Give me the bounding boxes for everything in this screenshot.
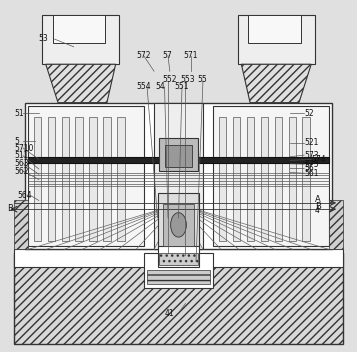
Polygon shape <box>46 64 116 103</box>
Text: 53: 53 <box>39 33 49 43</box>
Bar <box>34 117 41 241</box>
Text: B: B <box>315 202 321 211</box>
Text: 551: 551 <box>174 82 189 92</box>
Bar <box>159 138 198 171</box>
Text: 5: 5 <box>14 137 19 146</box>
Bar <box>157 194 200 249</box>
Text: 55: 55 <box>198 75 207 84</box>
Bar <box>238 15 315 64</box>
Text: 571: 571 <box>184 51 198 60</box>
Bar <box>165 145 192 167</box>
Bar <box>25 103 332 249</box>
Bar <box>28 106 144 246</box>
Text: 52: 52 <box>304 109 314 118</box>
Bar <box>218 117 226 241</box>
Bar <box>61 117 69 241</box>
Text: 561: 561 <box>304 169 319 178</box>
Text: 554: 554 <box>137 82 151 92</box>
Bar <box>144 253 213 288</box>
Text: 4: 4 <box>315 206 320 215</box>
Text: 573: 573 <box>304 151 319 159</box>
Text: 56: 56 <box>304 164 314 173</box>
Bar <box>275 117 282 241</box>
Bar <box>53 15 105 43</box>
Bar <box>329 200 343 249</box>
Text: B: B <box>7 203 13 213</box>
Text: 562: 562 <box>14 166 29 176</box>
Bar <box>14 249 343 267</box>
Bar <box>28 157 329 163</box>
Bar <box>213 106 329 246</box>
Text: 51: 51 <box>14 109 24 118</box>
Bar <box>14 253 343 344</box>
Text: 54: 54 <box>156 82 166 92</box>
Text: 5710: 5710 <box>14 144 34 152</box>
Text: 521: 521 <box>304 138 318 147</box>
Bar <box>288 117 296 241</box>
Text: 511: 511 <box>14 151 29 160</box>
Bar <box>90 117 97 241</box>
Bar <box>42 15 119 64</box>
Bar <box>117 117 125 241</box>
Bar <box>233 117 240 241</box>
Text: 57: 57 <box>163 51 172 60</box>
Ellipse shape <box>171 213 186 237</box>
Text: A: A <box>315 195 321 204</box>
Text: 563: 563 <box>14 159 29 168</box>
Bar <box>157 246 200 267</box>
Text: 564: 564 <box>18 191 32 200</box>
Bar <box>159 253 198 265</box>
Text: 575: 575 <box>304 159 319 169</box>
Bar <box>14 200 28 249</box>
Polygon shape <box>241 64 311 103</box>
Text: 553: 553 <box>180 75 195 84</box>
Bar <box>47 117 55 241</box>
Bar <box>147 270 210 284</box>
Bar <box>104 117 111 241</box>
Text: 41: 41 <box>165 309 174 319</box>
Bar <box>247 117 254 241</box>
Text: 574: 574 <box>311 155 326 164</box>
Text: 572: 572 <box>137 51 151 60</box>
Text: 552: 552 <box>163 75 177 84</box>
Bar <box>154 103 203 249</box>
Bar <box>261 117 268 241</box>
Bar <box>248 15 301 43</box>
Bar <box>302 117 310 241</box>
Bar <box>163 204 194 246</box>
Bar <box>75 117 83 241</box>
